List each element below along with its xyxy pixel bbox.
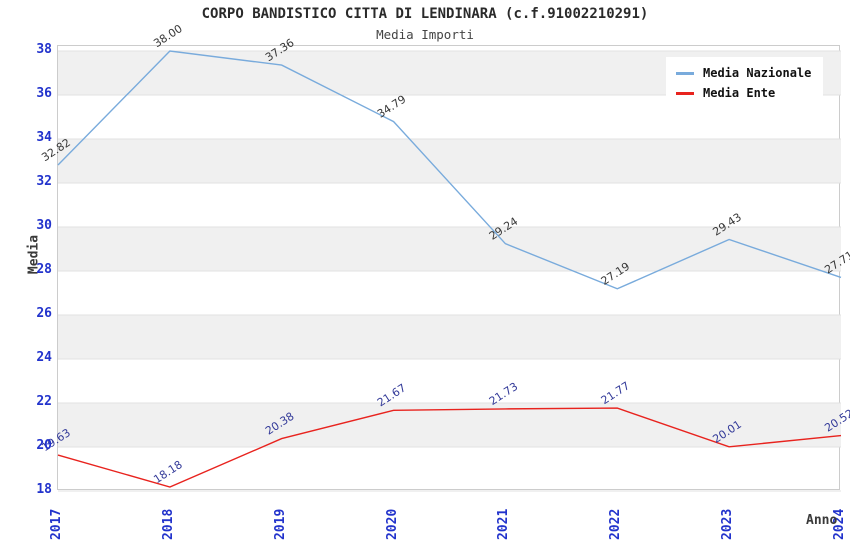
x-tick-label: 2022 xyxy=(608,508,624,540)
legend-label-media-nazionale: Media Nazionale xyxy=(703,66,812,80)
x-tick-label: 2018 xyxy=(160,508,176,540)
legend-label-media-ente: Media Ente xyxy=(703,86,776,100)
y-tick-label: 24 xyxy=(36,350,52,365)
legend-marker-media-nazionale-icon xyxy=(676,71,694,75)
y-tick-label: 38 xyxy=(36,42,52,57)
chart-subtitle: Media Importi xyxy=(376,27,474,42)
legend-item-media-ente: Media Ente xyxy=(676,83,811,103)
x-tick-label: 2021 xyxy=(496,508,512,540)
data-point-label: 34.79 xyxy=(375,93,408,121)
plot-area: 32.82 38.00 37.36 34.79 29.24 27.19 29.43 27.71… xyxy=(39,22,850,492)
x-tick-label: 2020 xyxy=(384,508,400,540)
x-tick-label: 2017 xyxy=(49,508,64,540)
x-tick-label: 2023 xyxy=(720,508,736,540)
plot-svg: 32.8238.0037.3634.7929.2427.1929.4327.71… xyxy=(39,22,850,492)
data-point-label: 18.18 xyxy=(151,458,184,486)
y-tick-label: 32 xyxy=(36,174,52,189)
grid-band xyxy=(58,139,841,183)
legend: Media Nazionale Media Ente xyxy=(666,57,824,109)
x-axis-title: Anno xyxy=(806,513,838,528)
x-tick-label: 2019 xyxy=(272,508,288,540)
y-tick-label: 20 xyxy=(36,438,52,453)
y-tick-label: 18 xyxy=(36,482,52,497)
y-tick-label: 26 xyxy=(36,306,52,321)
y-tick-label: 22 xyxy=(36,394,52,409)
series-line-media-nazionale xyxy=(57,50,842,290)
y-tick-label: 28 xyxy=(36,262,52,277)
grid-band xyxy=(58,315,841,359)
y-tick-label: 34 xyxy=(36,130,52,145)
series-line-media-ente xyxy=(57,407,842,488)
grid-band xyxy=(58,227,841,271)
chart-title: CORPO BANDISTICO CITTA DI LENDINARA (c.f… xyxy=(201,6,649,22)
y-tick-label: 30 xyxy=(36,218,52,233)
legend-marker-media-ente-icon xyxy=(676,91,694,95)
legend-item-media-nazionale: Media Nazionale xyxy=(676,63,811,83)
y-tick-label: 36 xyxy=(36,86,52,101)
